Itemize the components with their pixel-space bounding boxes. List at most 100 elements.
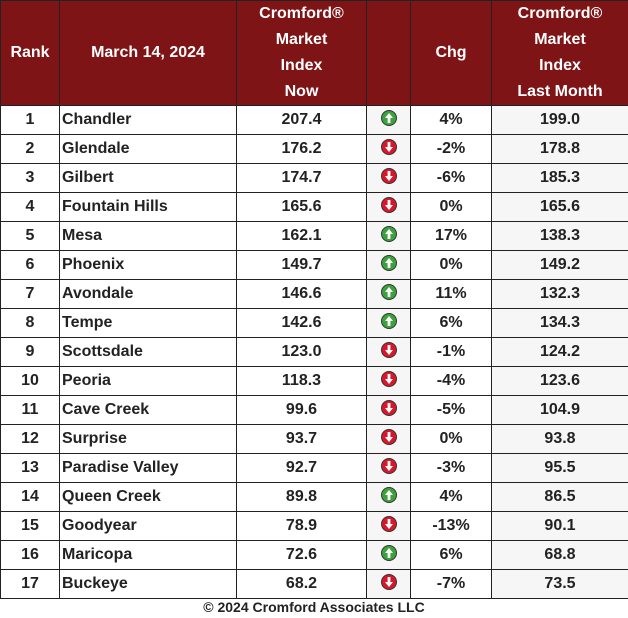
trend-cell: [366, 511, 411, 541]
table-row: 10 Peoria 118.3 -4% 123.6: [0, 366, 628, 396]
city-cell: Fountain Hills: [59, 192, 237, 222]
index-now-cell: 92.7: [236, 453, 367, 483]
index-now-cell: 99.6: [236, 395, 367, 425]
arrow-down-icon: [380, 399, 397, 416]
arrow-down-icon: [380, 370, 397, 387]
rank-cell: 7: [0, 279, 60, 309]
index-last-month-cell: 86.5: [491, 482, 628, 512]
arrow-down-icon: [380, 341, 397, 358]
change-cell: 4%: [410, 105, 492, 135]
trend-cell: [366, 366, 411, 396]
index-last-month-header-line: Market: [534, 31, 586, 48]
change-cell: 0%: [410, 192, 492, 222]
rank-cell: 9: [0, 337, 60, 367]
index-last-month-cell: 138.3: [491, 221, 628, 251]
index-now-cell: 93.7: [236, 424, 367, 454]
index-now-cell: 146.6: [236, 279, 367, 309]
arrow-up-icon: [380, 544, 397, 561]
arrow-down-icon: [380, 428, 397, 445]
city-cell: Chandler: [59, 105, 237, 135]
rank-cell: 10: [0, 366, 60, 396]
trend-cell: [366, 453, 411, 483]
arrow-up-icon: [380, 486, 397, 503]
table-body: 1 Chandler 207.4 4% 199.0 2 Glendale 176.2 -2% 17…: [0, 105, 628, 599]
table-row: 7 Avondale 146.6 11% 132.3: [0, 279, 628, 309]
city-cell: Phoenix: [59, 250, 237, 280]
change-cell: -3%: [410, 453, 492, 483]
change-cell: -1%: [410, 337, 492, 367]
index-last-month-cell: 178.8: [491, 134, 628, 164]
city-cell: Paradise Valley: [59, 453, 237, 483]
city-cell: Queen Creek: [59, 482, 237, 512]
index-last-month-header: Cromford® Market Index Last Month: [491, 0, 628, 106]
index-now-header: Cromford® Market Index Now: [236, 0, 367, 106]
arrow-up-icon: [380, 283, 397, 300]
city-cell: Cave Creek: [59, 395, 237, 425]
date-header: March 14, 2024: [59, 0, 237, 106]
index-last-month-cell: 149.2: [491, 250, 628, 280]
index-last-month-cell: 165.6: [491, 192, 628, 222]
change-header: Chg: [410, 0, 492, 106]
arrow-up-icon: [380, 254, 397, 271]
trend-cell: [366, 540, 411, 570]
arrow-down-icon: [380, 515, 397, 532]
change-cell: 17%: [410, 221, 492, 251]
index-last-month-cell: 90.1: [491, 511, 628, 541]
index-now-cell: 149.7: [236, 250, 367, 280]
index-last-month-header-line: Last Month: [517, 83, 603, 100]
city-cell: Maricopa: [59, 540, 237, 570]
index-now-header-line: Now: [284, 83, 319, 100]
trend-cell: [366, 105, 411, 135]
rank-header: Rank: [0, 0, 60, 106]
rank-cell: 13: [0, 453, 60, 483]
table-row: 9 Scottsdale 123.0 -1% 124.2: [0, 337, 628, 367]
trend-cell: [366, 395, 411, 425]
index-now-cell: 123.0: [236, 337, 367, 367]
index-now-cell: 207.4: [236, 105, 367, 135]
index-now-cell: 176.2: [236, 134, 367, 164]
table-row: 3 Gilbert 174.7 -6% 185.3: [0, 163, 628, 193]
copyright-footer: © 2024 Cromford Associates LLC: [203, 599, 425, 615]
index-last-month-cell: 134.3: [491, 308, 628, 338]
table-row: 5 Mesa 162.1 17% 138.3: [0, 221, 628, 251]
rank-cell: 15: [0, 511, 60, 541]
arrow-up-icon: [380, 109, 397, 126]
index-now-cell: 118.3: [236, 366, 367, 396]
city-cell: Tempe: [59, 308, 237, 338]
change-cell: -5%: [410, 395, 492, 425]
trend-cell: [366, 424, 411, 454]
rank-cell: 8: [0, 308, 60, 338]
index-last-month-cell: 104.9: [491, 395, 628, 425]
table-row: 15 Goodyear 78.9 -13% 90.1: [0, 511, 628, 541]
rank-cell: 5: [0, 221, 60, 251]
table-row: 14 Queen Creek 89.8 4% 86.5: [0, 482, 628, 512]
change-cell: 11%: [410, 279, 492, 309]
index-last-month-header-line: Cromford®: [517, 5, 603, 22]
change-cell: -13%: [410, 511, 492, 541]
trend-cell: [366, 308, 411, 338]
rank-cell: 4: [0, 192, 60, 222]
index-now-cell: 162.1: [236, 221, 367, 251]
index-now-cell: 165.6: [236, 192, 367, 222]
rank-cell: 2: [0, 134, 60, 164]
table-row: 1 Chandler 207.4 4% 199.0: [0, 105, 628, 135]
city-cell: Buckeye: [59, 569, 237, 599]
city-cell: Scottsdale: [59, 337, 237, 367]
change-cell: 0%: [410, 424, 492, 454]
trend-cell: [366, 221, 411, 251]
index-now-header-line: Cromford®: [259, 5, 344, 22]
rank-cell: 6: [0, 250, 60, 280]
index-last-month-cell: 95.5: [491, 453, 628, 483]
index-now-cell: 78.9: [236, 511, 367, 541]
arrow-down-icon: [380, 457, 397, 474]
change-cell: -6%: [410, 163, 492, 193]
change-cell: 6%: [410, 540, 492, 570]
city-cell: Mesa: [59, 221, 237, 251]
table-row: 6 Phoenix 149.7 0% 149.2: [0, 250, 628, 280]
city-cell: Peoria: [59, 366, 237, 396]
trend-cell: [366, 163, 411, 193]
trend-cell: [366, 279, 411, 309]
trend-cell: [366, 250, 411, 280]
table-row: 16 Maricopa 72.6 6% 68.8: [0, 540, 628, 570]
rank-cell: 11: [0, 395, 60, 425]
